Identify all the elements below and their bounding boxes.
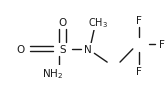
Text: NH$_2$: NH$_2$	[42, 67, 63, 80]
Text: S: S	[59, 44, 66, 54]
Text: F: F	[159, 40, 165, 50]
Text: O: O	[58, 18, 66, 28]
Text: O: O	[16, 44, 25, 54]
Text: CH$_3$: CH$_3$	[87, 16, 108, 30]
Text: F: F	[136, 16, 142, 26]
Text: F: F	[136, 66, 142, 76]
Text: N: N	[84, 44, 92, 54]
